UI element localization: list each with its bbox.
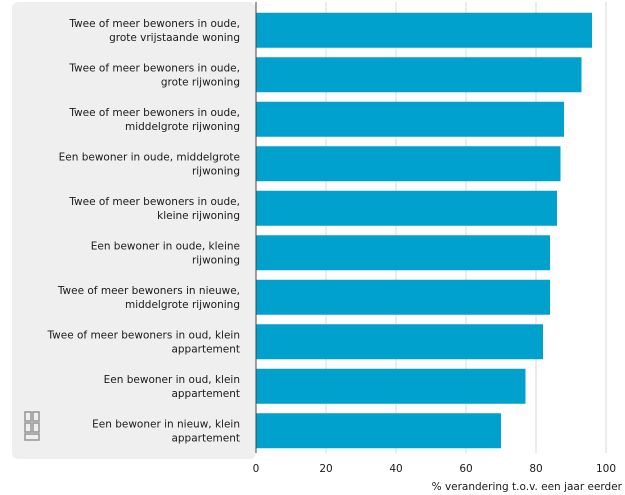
bar xyxy=(256,235,550,271)
bar xyxy=(256,413,501,449)
x-tick-label: 40 xyxy=(389,463,402,475)
bar xyxy=(256,368,526,404)
x-axis-title: % verandering t.o.v. een jaar eerder xyxy=(432,481,623,493)
bar xyxy=(256,101,564,137)
label-panel xyxy=(12,2,256,459)
bar xyxy=(256,57,582,93)
cbs-logo-icon xyxy=(24,411,40,441)
category-label: Een bewoner in oude, middelgrote rijwonin… xyxy=(59,151,240,177)
x-tick-labels: 0 20 40 60 80 100 xyxy=(253,463,616,475)
x-tick-label: 20 xyxy=(319,463,332,475)
x-tick-label: 100 xyxy=(596,463,616,475)
category-label: Een bewoner in oud, klein appartement xyxy=(104,374,240,400)
x-tick-label: 80 xyxy=(529,463,542,475)
bar xyxy=(256,146,561,182)
category-labels: Twee of meer bewoners in oude, grote vrij… xyxy=(46,18,240,445)
x-tick-label: 0 xyxy=(253,463,260,475)
label-panel-bg xyxy=(12,2,256,459)
category-label: Twee of meer bewoners in nieuwe, middelgr… xyxy=(57,285,240,311)
bar xyxy=(256,190,557,226)
category-label: Twee of meer bewoners in oude, grote vrij… xyxy=(68,18,240,44)
category-label: Twee of meer bewoners in oude, grote rijw… xyxy=(68,62,240,88)
bar xyxy=(256,12,592,48)
category-label: Twee of meer bewoners in oude, middelgrot… xyxy=(68,107,240,133)
x-tick-label: 60 xyxy=(459,463,472,475)
bars xyxy=(256,12,592,449)
category-label: Twee of meer bewoners in oud, klein appar… xyxy=(46,329,240,355)
category-label: Een bewoner in nieuw, klein appartement xyxy=(92,418,240,444)
category-label: Een bewoner in oude, kleine rijwoning xyxy=(91,240,240,266)
bar xyxy=(256,279,550,315)
bar xyxy=(256,324,543,360)
category-label: Twee of meer bewoners in oude, kleine rij… xyxy=(68,196,240,222)
